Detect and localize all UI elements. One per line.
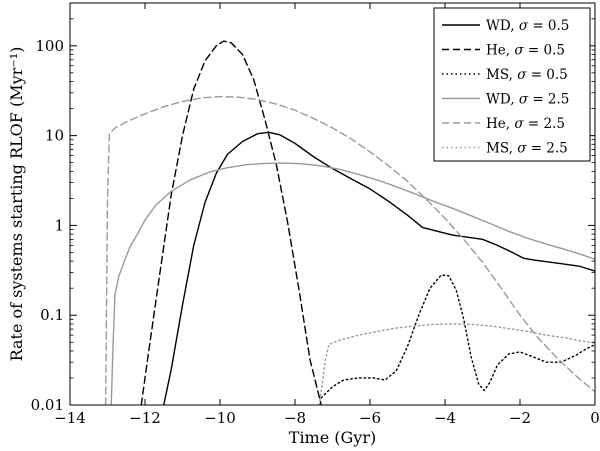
legend-sigma-symbol: σ bbox=[517, 141, 527, 157]
legend-sigma-symbol: σ bbox=[517, 67, 527, 83]
legend-label-6: MS, σ = 2.5 bbox=[486, 141, 568, 157]
legend-label-1: WD, σ = 0.5 bbox=[486, 18, 569, 34]
legend-sigma-symbol: σ bbox=[519, 18, 529, 34]
x-tick-label: −8 bbox=[284, 409, 306, 427]
y-tick-label: 1 bbox=[54, 216, 64, 234]
x-tick-label: 0 bbox=[590, 409, 600, 427]
x-tick-label: −4 bbox=[434, 409, 456, 427]
legend-sigma-symbol: σ bbox=[519, 92, 529, 108]
series-line-6 bbox=[318, 323, 595, 405]
legend-label-4: WD, σ = 2.5 bbox=[486, 92, 569, 108]
x-axis-label: Time (Gyr) bbox=[289, 428, 376, 447]
legend-sigma-value: = 0.5 bbox=[526, 67, 567, 83]
legend-sigma-value: = 0.5 bbox=[528, 18, 569, 34]
legend: WD, σ = 0.5He, σ = 0.5MS, σ = 0.5WD, σ =… bbox=[433, 7, 591, 162]
x-tick-label: −6 bbox=[359, 409, 381, 427]
series-line-4 bbox=[110, 162, 595, 405]
legend-label-prefix: He, bbox=[486, 116, 514, 132]
legend-sigma-value: = 0.5 bbox=[524, 43, 565, 59]
legend-sigma-value: = 2.5 bbox=[526, 141, 567, 157]
y-tick-label: 0.1 bbox=[40, 306, 64, 324]
x-tick-label: −10 bbox=[204, 409, 236, 427]
legend-label-2: He, σ = 0.5 bbox=[486, 43, 565, 59]
legend-box bbox=[433, 7, 591, 162]
legend-label-prefix: WD, bbox=[486, 92, 519, 108]
legend-label-5: He, σ = 2.5 bbox=[486, 116, 565, 132]
legend-label-prefix: He, bbox=[486, 43, 514, 59]
x-tick-label: −14 bbox=[54, 409, 86, 427]
y-axis-label: Rate of systems starting RLOF (Myr⁻¹) bbox=[7, 47, 26, 362]
series-line-1 bbox=[163, 131, 595, 405]
legend-sigma-symbol: σ bbox=[514, 116, 524, 132]
legend-label-prefix: MS, bbox=[486, 67, 517, 83]
legend-sigma-value: = 2.5 bbox=[524, 116, 565, 132]
plot-frame bbox=[69, 2, 596, 406]
y-tick-label: 10 bbox=[45, 127, 64, 145]
series-layer bbox=[104, 40, 595, 405]
legend-label-prefix: WD, bbox=[486, 18, 519, 34]
series-line-3 bbox=[320, 274, 595, 399]
legend-sigma-value: = 2.5 bbox=[528, 92, 569, 108]
tick-layer: −14 −12 −10 −8 −6 −4 −2 0 0.01 0.1 1 10 100 bbox=[31, 3, 600, 427]
series-line-5 bbox=[104, 95, 595, 405]
legend-label-3: MS, σ = 0.5 bbox=[486, 67, 568, 83]
x-tick-label: −2 bbox=[509, 409, 531, 427]
legend-label-prefix: MS, bbox=[486, 141, 517, 157]
y-tick-label: 0.01 bbox=[31, 396, 64, 414]
x-tick-label: −12 bbox=[129, 409, 161, 427]
series-line-2 bbox=[140, 40, 322, 405]
legend-sigma-symbol: σ bbox=[514, 43, 524, 59]
y-tick-label: 100 bbox=[35, 37, 64, 55]
